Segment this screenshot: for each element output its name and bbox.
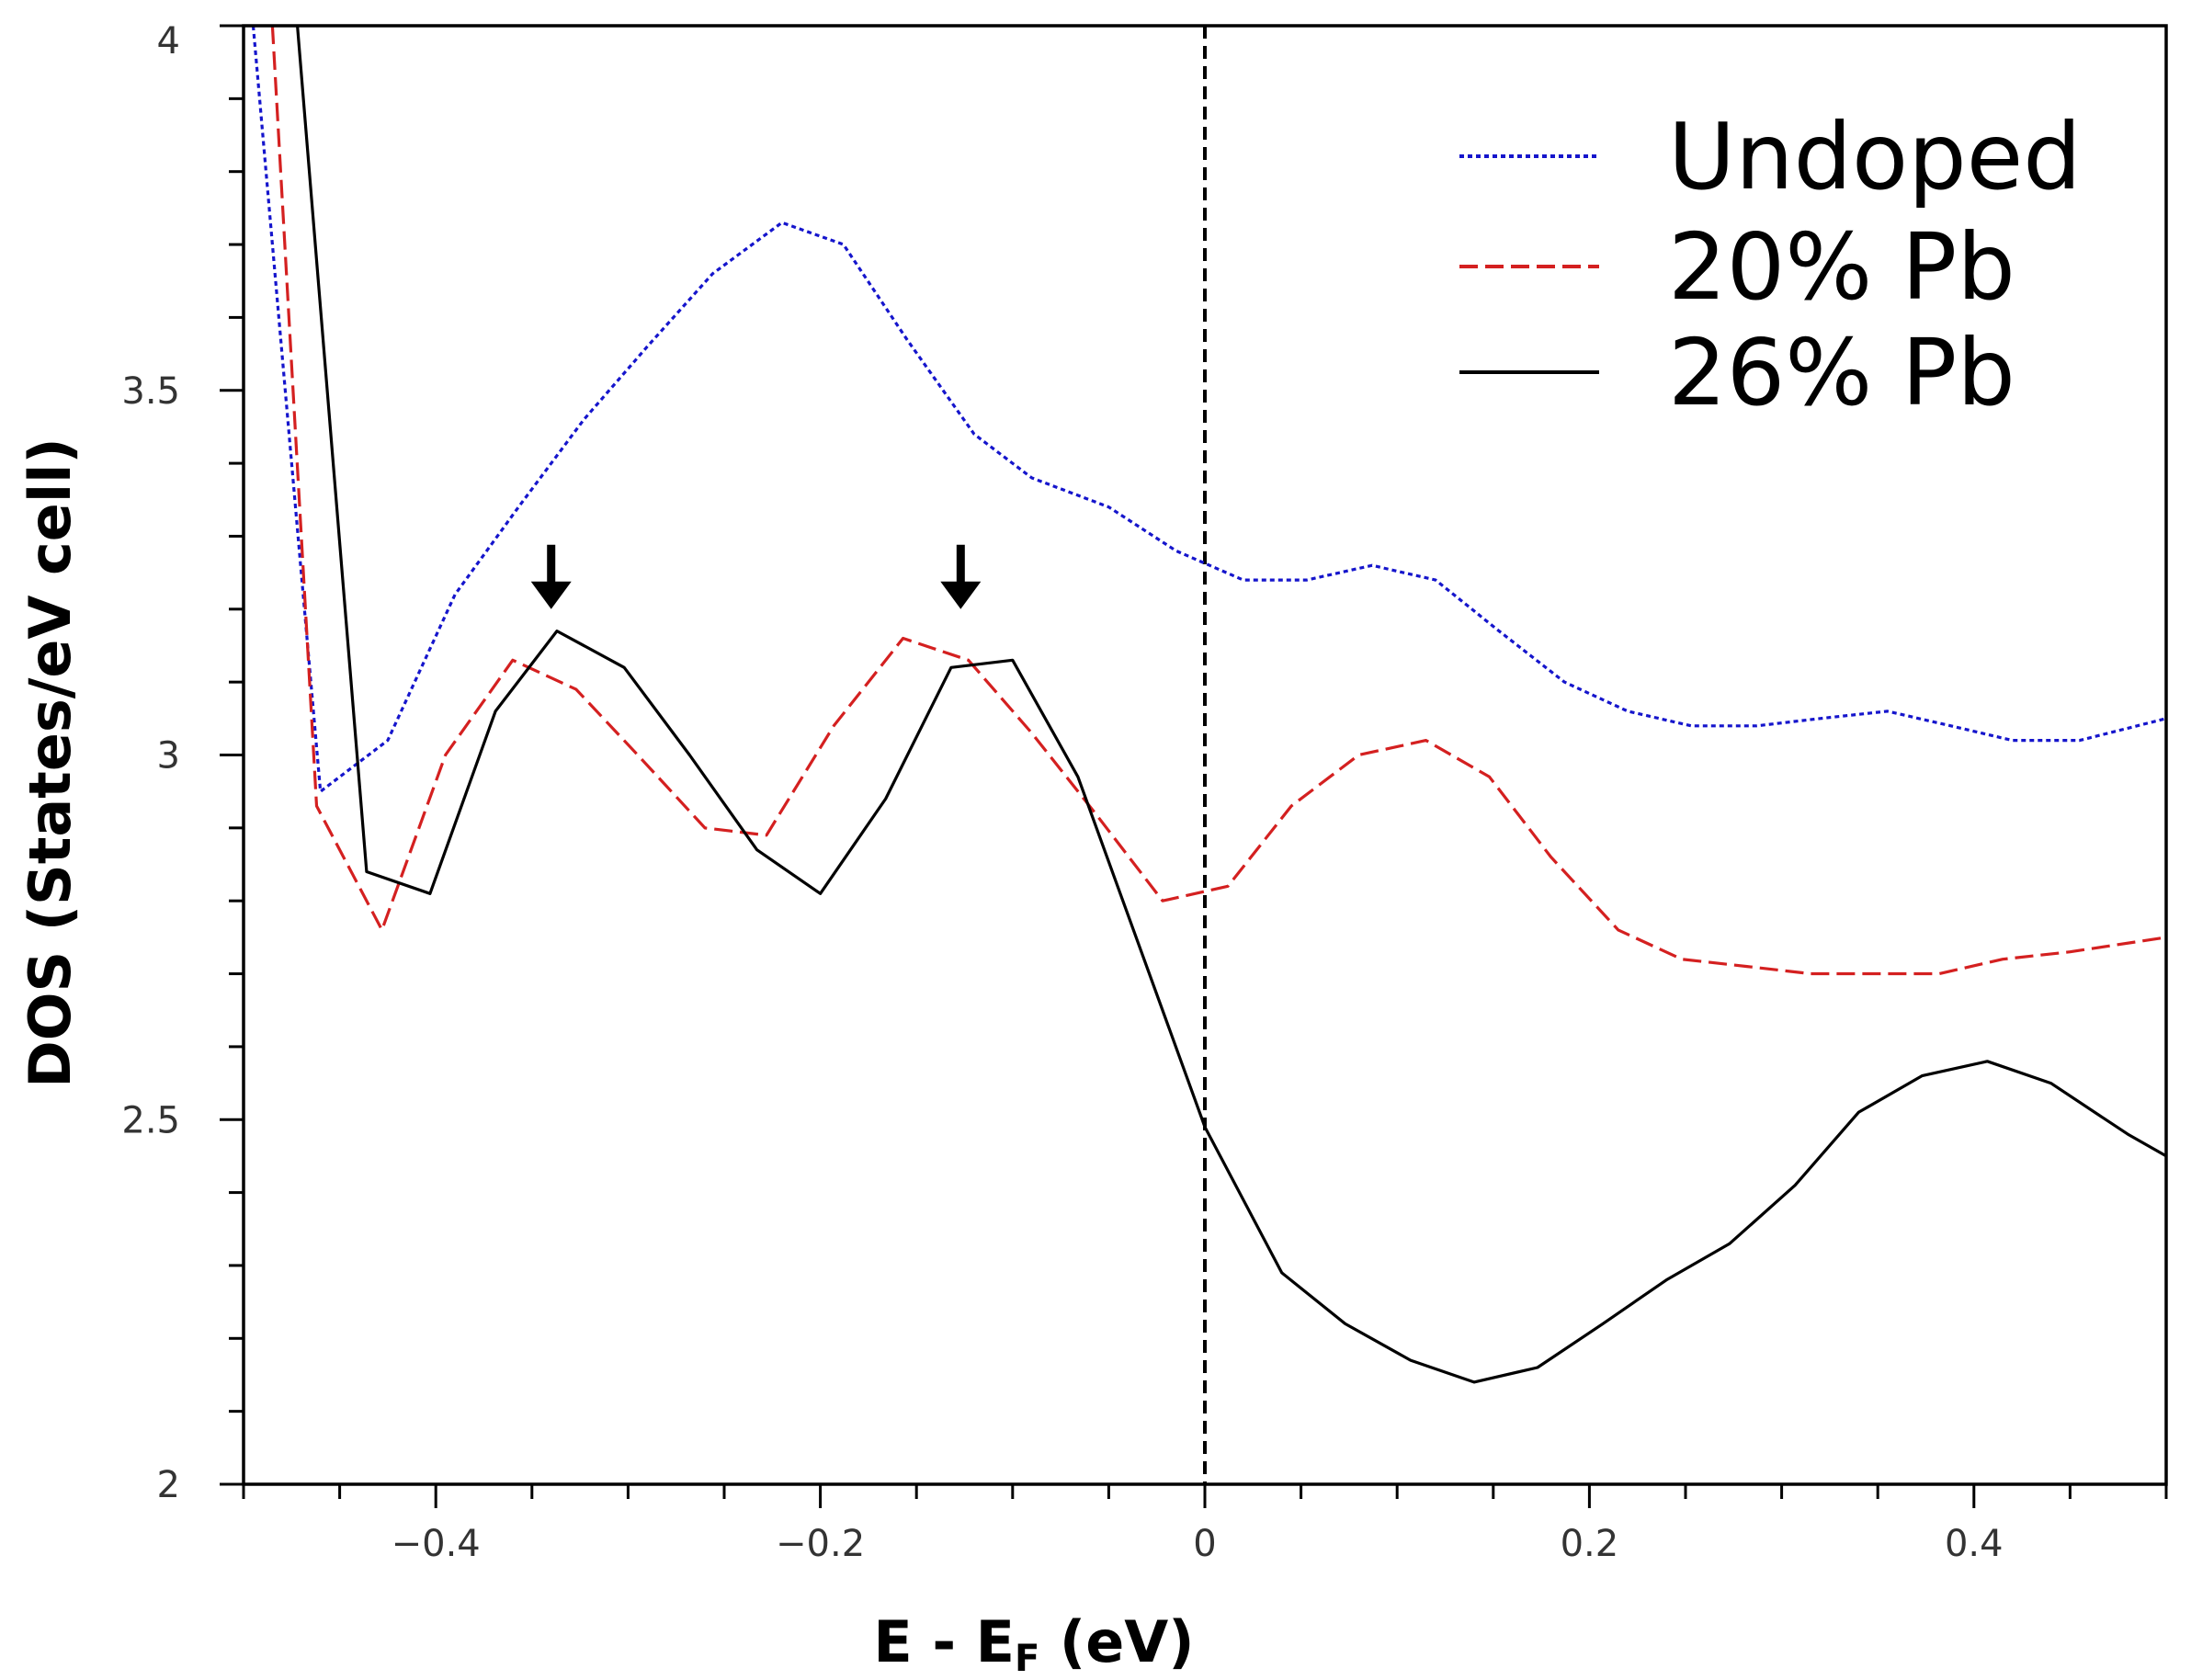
x-tick-label: 0.2	[1561, 1523, 1619, 1565]
peak-arrow-1	[530, 544, 572, 609]
x-axis-title: E - EF (eV)	[873, 1608, 1194, 1680]
legend-label-undoped: Undoped	[1668, 103, 2082, 210]
x-tick-label: 0	[1193, 1523, 1216, 1565]
x-axis-title-suffix: (eV)	[1039, 1608, 1194, 1675]
x-tick-label: 0.4	[1945, 1523, 2004, 1565]
series-layer	[251, 26, 2166, 1384]
y-axis-title: DOS (States/eV cell)	[17, 437, 84, 1087]
series-line-26-pb	[296, 26, 2166, 1384]
y-tick-label: 3.5	[121, 370, 180, 413]
series-line-20-pb	[270, 26, 2166, 976]
y-tick-label: 3	[157, 735, 180, 778]
ticks-layer: −0.4 −0.2 0 0.2 0.4 2 2.5 3 3.5 4	[121, 20, 2168, 1565]
x-tick-label: −0.2	[776, 1523, 865, 1565]
y-tick-label: 2.5	[121, 1099, 180, 1141]
peak-arrow-head	[940, 581, 982, 609]
legend: Undoped 20% Pb 26% Pb	[1459, 103, 2082, 426]
y-tick-label: 4	[157, 20, 180, 62]
x-axis-title-sub: F	[1015, 1638, 1039, 1680]
series-line-undoped	[251, 26, 2166, 793]
peak-arrow-2	[940, 544, 982, 609]
y-tick-label: 2	[157, 1464, 180, 1506]
x-tick-label: −0.4	[392, 1523, 481, 1565]
x-axis-title-main: E - E	[873, 1608, 1015, 1675]
annotation-layer	[530, 544, 982, 609]
peak-arrow-head	[530, 581, 572, 609]
legend-label-26pb: 26% Pb	[1668, 319, 2015, 426]
legend-label-20pb: 20% Pb	[1668, 213, 2015, 321]
